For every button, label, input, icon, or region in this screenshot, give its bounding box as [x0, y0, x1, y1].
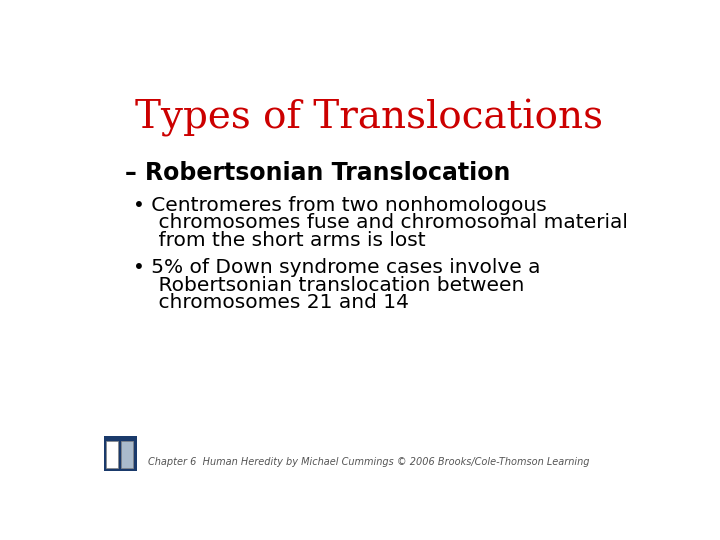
- Text: – Robertsonian Translocation: – Robertsonian Translocation: [125, 161, 510, 185]
- Text: Robertsonian translocation between: Robertsonian translocation between: [132, 276, 524, 295]
- Text: from the short arms is lost: from the short arms is lost: [132, 231, 426, 250]
- Text: Types of Translocations: Types of Translocations: [135, 99, 603, 138]
- Text: chromosomes fuse and chromosomal material: chromosomes fuse and chromosomal materia…: [132, 213, 628, 232]
- Text: Chapter 6  Human Heredity by Michael Cummings © 2006 Brooks/Cole-Thomson Learnin: Chapter 6 Human Heredity by Michael Cumm…: [148, 457, 590, 467]
- Text: chromosomes 21 and 14: chromosomes 21 and 14: [132, 294, 409, 313]
- Bar: [107, 441, 118, 468]
- Text: • Centromeres from two nonhomologous: • Centromeres from two nonhomologous: [132, 195, 546, 215]
- FancyBboxPatch shape: [104, 436, 137, 471]
- Bar: [121, 441, 132, 468]
- Text: • 5% of Down syndrome cases involve a: • 5% of Down syndrome cases involve a: [132, 258, 540, 277]
